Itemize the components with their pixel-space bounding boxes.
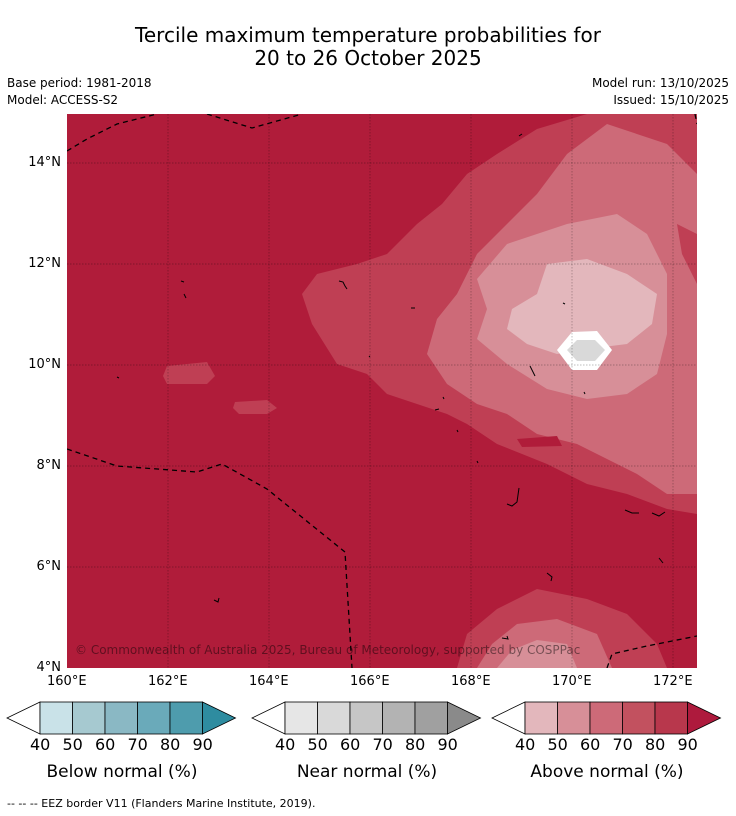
- above-tick-40: 40: [515, 735, 536, 754]
- near-extend-high: [447, 701, 482, 735]
- below-swatch-50: [72, 701, 106, 735]
- near-extend-low: [251, 701, 286, 735]
- map-svg: © Commonwealth of Australia 2025, Bureau…: [67, 114, 697, 668]
- eez-border: [67, 114, 158, 152]
- island: [456, 429, 459, 433]
- island: [116, 376, 120, 379]
- below-tick-80: 80: [160, 735, 181, 754]
- island: [368, 355, 371, 358]
- eez-borders: [67, 114, 697, 668]
- below-swatch-80: [169, 701, 203, 735]
- below-normal-label: Below normal (%): [46, 762, 198, 782]
- above-90-patch: [517, 436, 562, 447]
- island: [562, 302, 566, 305]
- eez-border: [206, 114, 303, 129]
- above-extend-low: [491, 701, 526, 735]
- island: [651, 511, 666, 517]
- island: [476, 460, 479, 464]
- near-tick-80: 80: [405, 735, 426, 754]
- island: [529, 365, 536, 377]
- probability-map: © Commonwealth of Australia 2025, Bureau…: [67, 114, 697, 668]
- lat-tick-14: 14°N: [28, 155, 61, 170]
- near-swatch-80: [414, 701, 448, 735]
- lat-tick-12: 12°N: [28, 256, 61, 271]
- lon-tick-170: 170°E: [552, 674, 592, 689]
- above-swatch-50: [557, 701, 591, 735]
- islands: [116, 133, 666, 640]
- copyright-notice: © Commonwealth of Australia 2025, Bureau…: [75, 643, 580, 657]
- lat-tick-6: 6°N: [36, 559, 62, 574]
- below-swatch-60: [104, 701, 138, 735]
- below-extend-low: [6, 701, 41, 735]
- above-swatch-80: [654, 701, 688, 735]
- near-normal-40-region: [567, 340, 605, 361]
- near-tick-40: 40: [275, 735, 296, 754]
- eez-legend-note: -- -- -- EEZ border V11 (Flanders Marine…: [7, 797, 316, 810]
- eez-border: [606, 635, 697, 668]
- lon-tick-166: 166°E: [350, 674, 390, 689]
- lon-tick-160: 160°E: [47, 674, 87, 689]
- below-tick-40: 40: [30, 735, 51, 754]
- below-tick-60: 60: [95, 735, 116, 754]
- lon-tick-168: 168°E: [451, 674, 491, 689]
- above-normal-label: Above normal (%): [530, 762, 684, 782]
- near-swatch-70: [382, 701, 416, 735]
- below-swatch-40: [39, 701, 73, 735]
- lat-tick-8: 8°N: [36, 458, 62, 473]
- above-extend-high: [687, 701, 722, 735]
- island: [518, 133, 523, 137]
- island: [213, 597, 220, 603]
- above-tick-90: 90: [677, 735, 698, 754]
- map-title-line1: Tercile maximum temperature probabilitie…: [135, 23, 601, 47]
- near-swatch-50: [317, 701, 351, 735]
- island: [338, 280, 348, 290]
- below-swatch-70: [137, 701, 171, 735]
- above-tick-70: 70: [612, 735, 633, 754]
- lat-tick-4: 4°N: [36, 660, 62, 675]
- map-title-line2: 20 to 26 October 2025: [254, 46, 482, 70]
- lon-tick-164: 164°E: [249, 674, 289, 689]
- model-name: Model: ACCESS-S2: [7, 93, 119, 107]
- above-swatch-70: [622, 701, 656, 735]
- island: [501, 635, 509, 640]
- above-tick-50: 50: [547, 735, 568, 754]
- near-normal-label: Near normal (%): [296, 762, 438, 782]
- island: [442, 396, 445, 400]
- island: [506, 487, 520, 507]
- below-tick-50: 50: [62, 735, 83, 754]
- colorbars: [6, 701, 722, 735]
- near-tick-70: 70: [372, 735, 393, 754]
- below-tick-70: 70: [127, 735, 148, 754]
- above-60-region-south: [497, 640, 577, 668]
- graticule: [67, 114, 697, 668]
- issued-date: Issued: 15/10/2025: [613, 93, 729, 107]
- above-swatch-40: [524, 701, 558, 735]
- near-tick-50: 50: [307, 735, 328, 754]
- island: [624, 509, 639, 514]
- island: [183, 293, 187, 299]
- model-run: Model run: 13/10/2025: [591, 76, 729, 90]
- above-50-region: [507, 259, 657, 354]
- above-tick-60: 60: [580, 735, 601, 754]
- lon-tick-172: 172°E: [653, 674, 693, 689]
- near-tick-90: 90: [437, 735, 458, 754]
- above-80-patch: [163, 362, 215, 384]
- lat-tick-10: 10°N: [28, 357, 61, 372]
- below-extend-high: [202, 701, 237, 735]
- island: [583, 391, 586, 395]
- base-period: Base period: 1981-2018: [7, 76, 152, 90]
- island: [434, 408, 440, 411]
- near-tick-60: 60: [340, 735, 361, 754]
- above-tick-80: 80: [645, 735, 666, 754]
- island: [180, 280, 185, 283]
- lon-tick-162: 162°E: [148, 674, 188, 689]
- above-80-patch: [233, 400, 277, 414]
- above-swatch-60: [589, 701, 623, 735]
- island: [658, 557, 664, 564]
- island: [546, 572, 553, 582]
- below-tick-90: 90: [192, 735, 213, 754]
- near-swatch-40: [284, 701, 318, 735]
- eez-border: [694, 114, 697, 125]
- near-swatch-60: [349, 701, 383, 735]
